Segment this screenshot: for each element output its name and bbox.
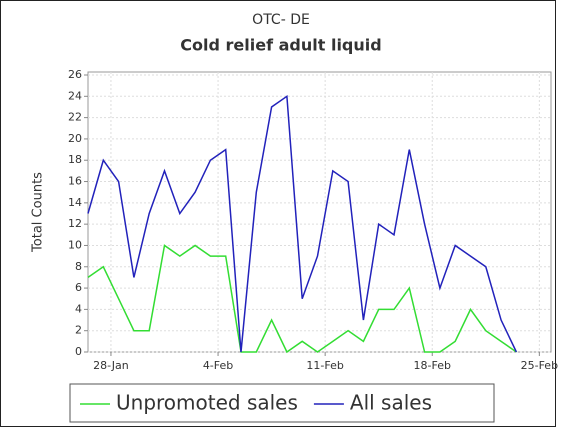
y-tick-label: 2	[75, 324, 82, 337]
x-tick-label: 25-Feb	[521, 359, 558, 372]
y-tick-label: 18	[68, 153, 82, 166]
y-tick-label: 8	[75, 260, 82, 273]
y-tick-label: 22	[68, 111, 82, 124]
y-tick-label: 12	[68, 217, 82, 230]
chart-subtitle: Cold relief adult liquid	[180, 36, 381, 55]
y-tick-label: 6	[75, 281, 82, 294]
series-line	[87, 244, 517, 354]
x-tick-label: 28-Jan	[93, 359, 129, 372]
y-tick-label: 0	[75, 345, 82, 358]
x-tick-label: 18-Feb	[414, 359, 451, 372]
x-tick-label: 11-Feb	[306, 359, 343, 372]
legend-box	[69, 383, 495, 423]
y-tick-label: 20	[68, 132, 82, 145]
x-tick-label: 4-Feb	[203, 359, 233, 372]
plot-area	[87, 71, 552, 353]
y-tick-label: 26	[68, 68, 82, 81]
legend-label: Unpromoted sales	[116, 391, 298, 415]
y-tick-label: 24	[68, 89, 82, 102]
y-tick-label: 4	[75, 302, 82, 315]
chart-title: OTC- DE	[252, 12, 310, 28]
y-tick-label: 16	[68, 175, 82, 188]
legend-label: All sales	[350, 391, 432, 415]
y-tick-label: 14	[68, 196, 82, 209]
y-tick-label: 10	[68, 238, 82, 251]
series-line	[87, 94, 518, 353]
y-axis-label: Total Counts	[31, 172, 46, 253]
